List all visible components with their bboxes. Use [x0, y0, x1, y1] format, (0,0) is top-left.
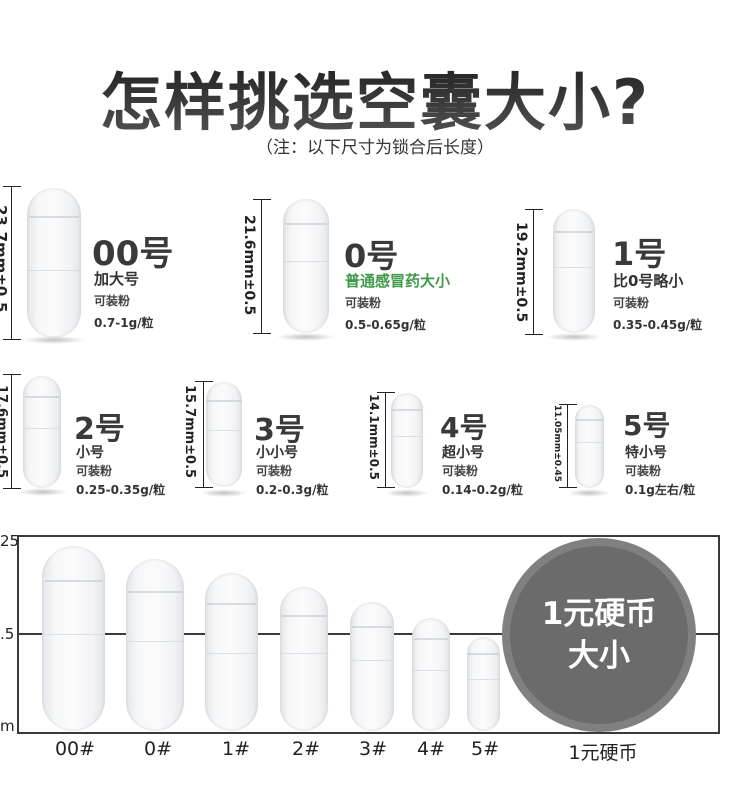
- compare-capsule-2: [280, 587, 328, 731]
- dimension-bar: [3, 374, 21, 489]
- capacity-value: 0.1g左右/粒: [625, 483, 696, 497]
- capsule-shadow: [385, 489, 429, 497]
- size-desc: 普通感冒药大小: [345, 272, 451, 290]
- x-label-5: 5#: [470, 738, 500, 760]
- powder-label: 可装粉: [256, 464, 293, 478]
- dimension-bar: [559, 404, 577, 488]
- page-subtitle-note: （注：以下尺寸为锁合后长度）: [256, 138, 494, 158]
- coin-reference: 1元硬币 大小: [502, 538, 696, 732]
- size-desc: 超小号: [442, 445, 484, 461]
- capsule-image: [206, 382, 242, 487]
- powder-label: 可装粉: [345, 296, 382, 310]
- compare-capsule-5: [467, 637, 500, 731]
- capacity-value: 0.2-0.3g/粒: [256, 483, 329, 497]
- capsule-shadow: [200, 489, 248, 497]
- capsule-image: [23, 376, 61, 488]
- size-name: 5号: [623, 409, 671, 442]
- size-name: 2号: [74, 412, 125, 447]
- x-label-00: 00#: [54, 738, 96, 760]
- size-name: 1号: [612, 235, 667, 273]
- powder-label: 可装粉: [613, 296, 650, 310]
- x-label-3: 3#: [358, 738, 388, 760]
- capacity-value: 0.14-0.2g/粒: [442, 483, 523, 497]
- capsule-image: [391, 393, 423, 488]
- capsule-image: [553, 209, 595, 333]
- size-desc: 小号: [76, 445, 104, 461]
- compare-capsule-0: [126, 559, 184, 731]
- dimension-label: 14.1mm±0.5: [367, 394, 381, 480]
- size-desc: 比0号略小: [613, 272, 684, 290]
- compare-capsule-1: [205, 573, 258, 731]
- capacity-value: 0.7-1g/粒: [94, 316, 154, 330]
- dimension-bar: [195, 381, 213, 488]
- axis-label-mid: .5: [0, 625, 15, 643]
- x-label-0: 0#: [143, 738, 173, 760]
- x-label-1: 1#: [221, 738, 251, 760]
- capsule-image: [575, 405, 604, 488]
- compare-capsule-4: [412, 618, 450, 731]
- dimension-label: 15.7mm±0.5: [182, 385, 197, 479]
- size-name: 3号: [254, 413, 305, 448]
- powder-label: 可装粉: [442, 464, 479, 478]
- capsule-shadow: [546, 333, 602, 341]
- size-name: 00号: [92, 234, 174, 274]
- dimension-label: 11.05mm±0.45: [552, 405, 562, 482]
- dimension-bar: [377, 392, 395, 488]
- axis-label-bottom: m: [0, 717, 15, 735]
- capsule-image: [283, 199, 329, 333]
- capacity-value: 0.5-0.65g/粒: [345, 318, 426, 332]
- dimension-label: 21.6mm±0.5: [241, 215, 257, 316]
- powder-label: 可装粉: [94, 294, 131, 308]
- size-desc: 加大号: [94, 270, 140, 288]
- page-title: 怎样挑选空囊大小?: [0, 52, 750, 142]
- coin-text-line2: 大小: [568, 638, 630, 674]
- capacity-value: 0.35-0.45g/粒: [613, 318, 703, 332]
- compare-capsule-3: [350, 602, 394, 731]
- x-label-2: 2#: [291, 738, 321, 760]
- size-name: 0号: [344, 237, 399, 275]
- dimension-label: 17.6mm±0.5: [0, 385, 9, 479]
- capsule-shadow: [276, 333, 336, 341]
- dimension-label: 19.2mm±0.5: [513, 222, 529, 323]
- dimension-label: 23.7mm±0.5: [0, 205, 10, 313]
- capsule-shadow: [18, 488, 68, 496]
- compare-capsule-00: [42, 546, 105, 731]
- size-desc: 小小号: [256, 445, 298, 461]
- dimension-bar: [3, 186, 21, 340]
- dimension-bar: [525, 209, 543, 335]
- powder-label: 可装粉: [76, 464, 113, 478]
- capsule-image: [27, 188, 81, 338]
- axis-label-top: 25: [0, 532, 20, 550]
- powder-label: 可装粉: [625, 464, 662, 478]
- capacity-value: 0.25-0.35g/粒: [76, 483, 166, 497]
- capsule-shadow: [22, 336, 86, 344]
- capsule-shadow: [568, 489, 610, 497]
- x-label-coin: 1元硬币: [568, 742, 638, 764]
- x-label-4: 4#: [416, 738, 446, 760]
- size-desc: 特小号: [625, 445, 667, 461]
- coin-text-line1: 1元硬币: [541, 596, 657, 632]
- dimension-bar: [253, 199, 271, 334]
- size-name: 4号: [440, 411, 488, 444]
